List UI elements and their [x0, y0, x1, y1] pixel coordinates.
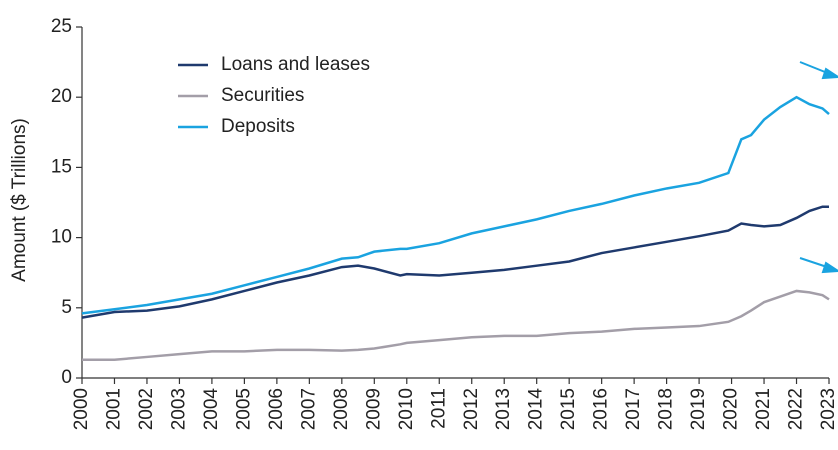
x-tick-label: 2016 — [591, 388, 612, 430]
x-tick-label: 2017 — [623, 388, 644, 430]
x-tick-label: 2011 — [428, 388, 449, 429]
legend-label: Loans and leases — [221, 54, 370, 75]
x-tick-label: 2012 — [461, 388, 482, 430]
y-tick-label: 20 — [51, 86, 72, 107]
x-tick-label: 2010 — [396, 388, 417, 430]
x-tick-label: 2022 — [786, 388, 807, 430]
x-tick-label: 2004 — [201, 388, 222, 431]
x-tick-label: 2018 — [656, 388, 677, 430]
x-tick-label: 2005 — [233, 388, 254, 430]
x-tick-label: 2020 — [721, 388, 742, 430]
series-line — [82, 289, 830, 361]
x-tick-label: 2008 — [331, 388, 352, 430]
y-tick-label: 0 — [61, 367, 72, 388]
annotation-arrows — [799, 61, 838, 274]
x-tick-label: 2019 — [688, 388, 709, 430]
y-tick-label: 25 — [51, 16, 72, 37]
y-axis-label: Amount ($ Trillions) — [9, 118, 30, 282]
x-tick-label: 2021 — [753, 388, 774, 430]
x-tick-label: 2023 — [818, 388, 838, 430]
x-tick-label: 2006 — [266, 388, 287, 430]
series-line — [81, 95, 830, 315]
x-tick-label: 2014 — [526, 388, 547, 431]
x-tick-label: 2001 — [103, 388, 124, 430]
x-tick-label: 2000 — [71, 388, 92, 430]
x-tick-label: 2009 — [363, 388, 384, 430]
x-tick-label: 2013 — [493, 388, 514, 430]
legend-label: Deposits — [221, 116, 295, 137]
y-tick-label: 10 — [51, 227, 72, 248]
x-tick-label: 2015 — [558, 388, 579, 430]
series-line — [81, 205, 829, 319]
x-tick-label: 2003 — [168, 388, 189, 430]
x-tick-label: 2002 — [136, 388, 157, 430]
x-tick-label: 2007 — [298, 388, 319, 430]
y-tick-label: 5 — [61, 297, 72, 318]
legend-label: Securities — [221, 85, 304, 106]
y-tick-label: 15 — [51, 156, 72, 177]
